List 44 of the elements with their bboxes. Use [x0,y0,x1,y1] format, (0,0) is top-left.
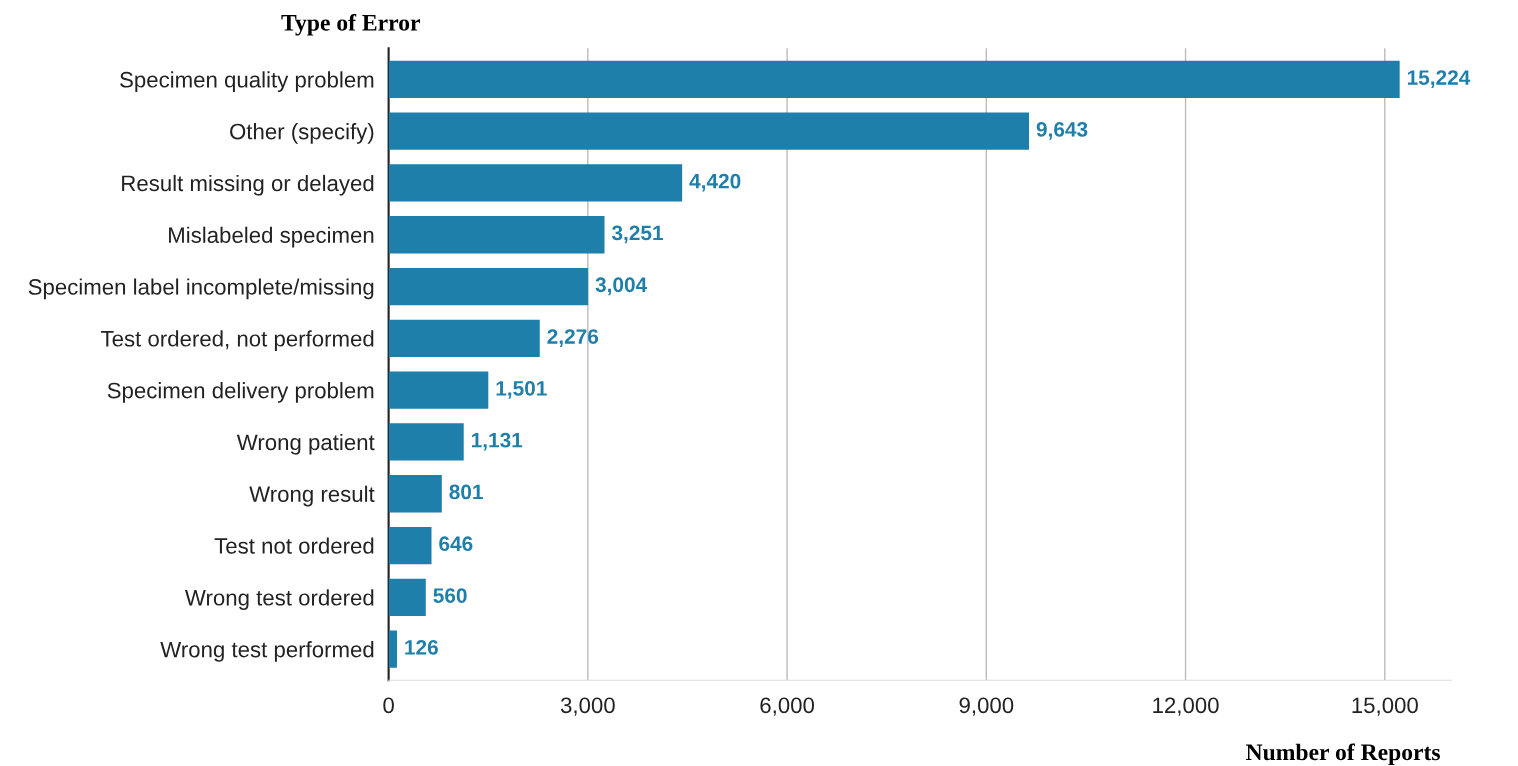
data-label: 801 [449,484,483,500]
data-label: 1,131 [471,432,523,451]
bar [388,526,432,565]
y-tick-label: Other (specify) [230,123,374,144]
data-label: 3,251 [611,225,664,244]
x-tick-label: 15,000 [1352,697,1418,716]
bar [388,371,489,409]
x-tick-label: 3,000 [560,697,615,716]
data-label: 15,224 [1407,70,1471,88]
bar [388,578,426,616]
data-label: 2,276 [547,329,599,347]
y-tick-label: Wrong test ordered [185,589,374,610]
bar [388,630,397,668]
x-tick-label: 6,000 [760,697,815,716]
data-label: 560 [433,588,467,603]
y-tick-label: Result missing or delayed [122,174,374,196]
bar [388,319,540,357]
bar [388,112,1030,150]
y-tick-label: Mislabeled specimen [169,226,374,248]
y-tick-label: Wrong patient [236,433,375,455]
y-tick-label: Specimen delivery problem [107,382,374,403]
x-axis-title: Number of Reports [1246,743,1440,766]
y-tick-label: Test not ordered [214,537,374,554]
data-label: 9,643 [1036,121,1088,140]
x-tick-label: 0 [383,697,394,714]
bar [388,60,1400,98]
y-tick-label: Wrong result [249,485,375,507]
y-tick-label: Specimen quality problem [120,71,374,92]
y-tick-label: Wrong test performed [160,641,374,662]
y-axis-title: Type of Error [281,13,420,36]
data-label: 1,501 [496,380,547,399]
data-label: 4,420 [689,173,741,192]
data-label: 646 [439,536,473,552]
y-tick-label: Specimen label incomplete/missing [28,278,374,300]
data-label: 3,004 [595,277,648,296]
y-tick-label: Test ordered, not performed [101,330,374,351]
bar [388,423,464,461]
data-label: 126 [405,639,438,655]
x-tick-label: 12,000 [1153,697,1219,716]
bar [388,475,442,513]
bar [388,164,683,202]
bar [388,267,589,306]
bar [388,216,605,254]
x-tick-label: 9,000 [959,697,1014,716]
